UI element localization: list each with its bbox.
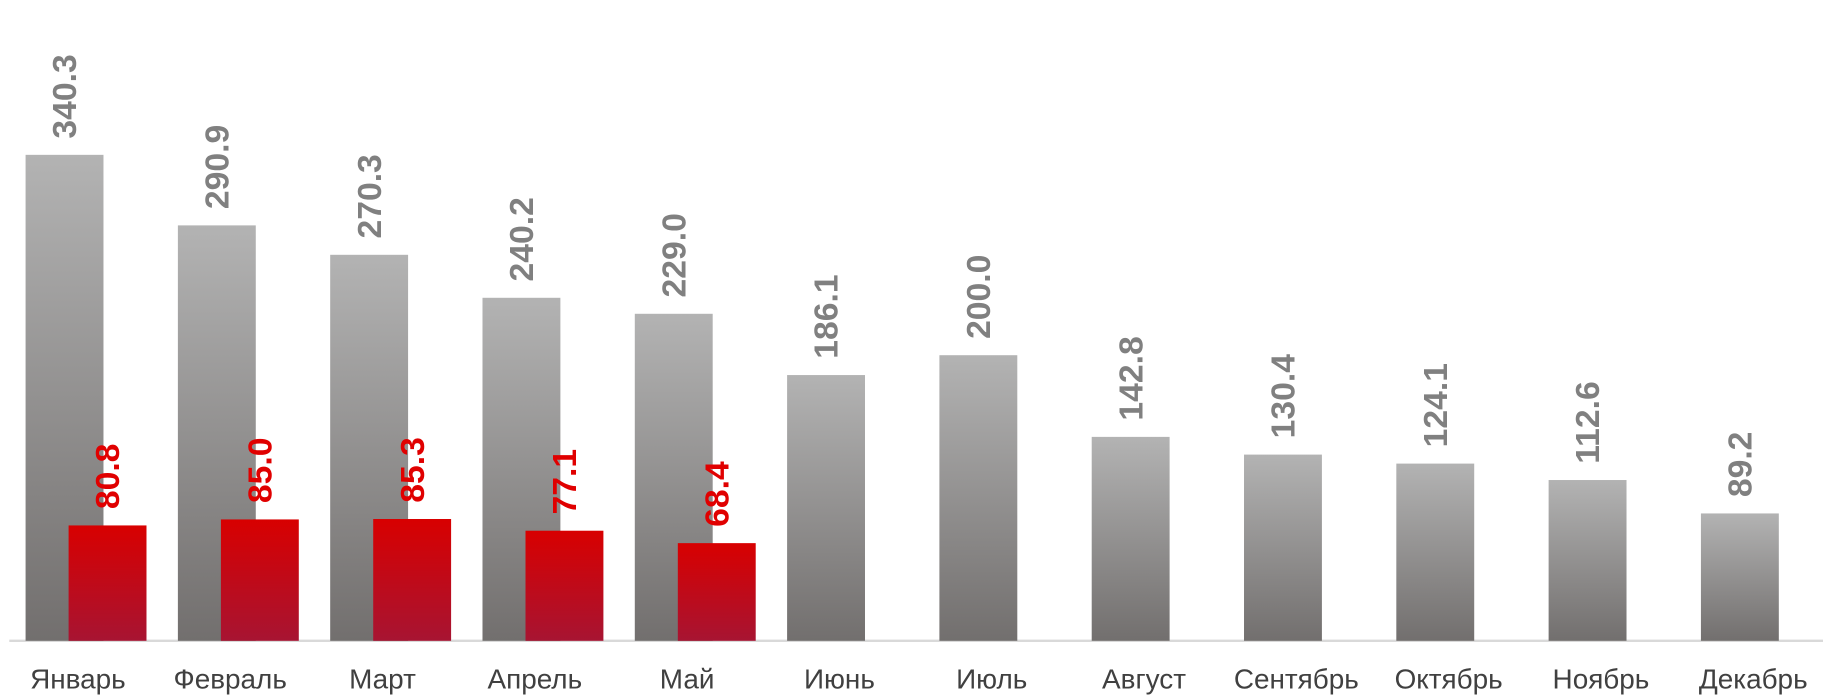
value-label: 142.8 (1112, 336, 1150, 420)
value-label: 240.2 (503, 197, 541, 281)
x-tick-label: Октябрь (1395, 663, 1503, 694)
value-label: 290.9 (198, 125, 236, 209)
value-label: 89.2 (1721, 432, 1759, 498)
x-tick-label: Сентябрь (1234, 663, 1359, 694)
bar (677, 543, 756, 641)
x-tick-label: Февраль (174, 663, 287, 694)
bar (1244, 454, 1322, 641)
bar (525, 530, 604, 641)
value-label: 124.1 (1417, 363, 1455, 447)
x-tick-label: Июль (956, 663, 1027, 694)
x-tick-label: Май (660, 663, 715, 694)
x-tick-label: Ноябрь (1553, 663, 1650, 694)
value-label: 85.0 (241, 438, 279, 504)
value-label: 200.0 (960, 255, 998, 339)
value-label: 340.3 (46, 54, 84, 138)
x-tick-label: Декабрь (1699, 663, 1808, 694)
value-label: 130.4 (1265, 354, 1303, 439)
bar (68, 525, 147, 641)
value-label: 186.1 (808, 274, 846, 358)
value-label: 270.3 (351, 154, 389, 238)
value-label: 68.4 (698, 461, 736, 527)
bar (1700, 513, 1779, 641)
bar (787, 375, 865, 641)
value-label: 112.6 (1569, 381, 1607, 463)
bar (1091, 436, 1170, 641)
bar (373, 519, 452, 641)
value-label: 229.0 (655, 213, 693, 297)
value-label: 85.3 (394, 437, 432, 503)
value-label: 77.1 (546, 449, 584, 515)
x-tick-label: Август (1102, 663, 1186, 694)
value-label: 80.8 (89, 444, 127, 510)
x-tick-label: Март (349, 663, 416, 694)
x-tick-label: Апрель (488, 663, 583, 694)
x-tick-label: Январь (30, 663, 126, 694)
x-tick-label: Июнь (804, 663, 875, 694)
bar (220, 519, 299, 641)
bar (1548, 480, 1627, 641)
bar (1396, 463, 1475, 641)
bar (939, 355, 1018, 641)
